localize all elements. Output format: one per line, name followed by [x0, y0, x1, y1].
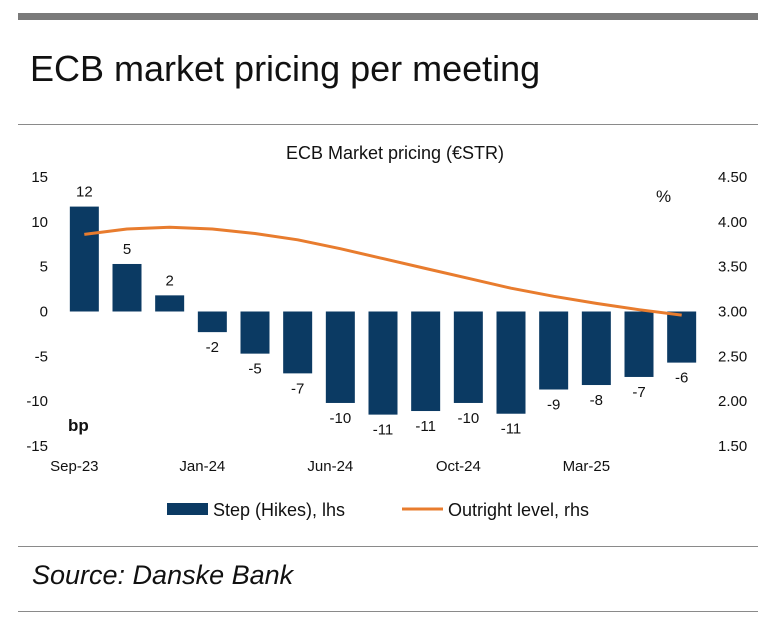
- bar-data-labels: 12 5 2 -2 -5 -7 -10 -11 -11 -10 -11 -9 -8 -7 -6: [76, 184, 688, 439]
- x-tick-label: Mar-25: [563, 458, 611, 475]
- bar-data-label: -7: [291, 380, 304, 397]
- bar-data-label: -5: [248, 361, 261, 378]
- bar-data-label: 12: [76, 184, 93, 201]
- bar-data-label: -10: [329, 410, 351, 427]
- left-tick-label: -5: [35, 348, 48, 365]
- x-axis: Sep-23 Jan-24 Jun-24 Oct-24 Mar-25: [50, 458, 610, 475]
- bar: [325, 311, 355, 403]
- x-tick-label: Jan-24: [179, 458, 225, 475]
- bar-data-label: 5: [123, 241, 131, 258]
- right-tick-label: 2.50: [718, 348, 747, 365]
- chart: ECB Market pricing (€STR) 15 10 5 0 -5 -10 -15…: [26, 143, 747, 520]
- legend: Step (Hikes), lhs Outright level, rhs: [167, 500, 589, 520]
- page-title: ECB market pricing per meeting: [30, 48, 541, 89]
- bar-data-label: -11: [501, 421, 522, 438]
- bar-data-label: -2: [206, 339, 219, 356]
- bar-data-label: -11: [415, 418, 436, 435]
- x-tick-label: Sep-23: [50, 458, 98, 475]
- right-tick-label: 3.50: [718, 259, 747, 276]
- bar: [368, 311, 398, 415]
- right-tick-label: 2.00: [718, 393, 747, 410]
- left-tick-label: 5: [40, 259, 48, 276]
- left-tick-label: -10: [26, 393, 48, 410]
- bar-data-label: -9: [547, 397, 560, 414]
- x-tick-label: Jun-24: [307, 458, 353, 475]
- bar-data-label: -10: [457, 410, 479, 427]
- right-tick-label: 3.00: [718, 304, 747, 321]
- bar: [283, 311, 313, 374]
- bar: [539, 311, 569, 390]
- left-tick-label: 15: [31, 169, 48, 186]
- left-tick-label: 10: [31, 214, 48, 231]
- legend-bar-swatch: [167, 503, 208, 515]
- right-tick-label: 1.50: [718, 438, 747, 455]
- bar: [624, 311, 654, 377]
- bar: [240, 311, 270, 354]
- bar-data-label: -6: [675, 370, 688, 387]
- bar: [453, 311, 483, 403]
- footer-divider: [18, 546, 758, 547]
- bar: [197, 311, 227, 333]
- right-unit-label: %: [656, 187, 671, 206]
- bar-data-label: 2: [165, 272, 173, 289]
- bar-data-label: -7: [632, 384, 645, 401]
- header-divider: [18, 124, 758, 125]
- bar: [667, 311, 697, 363]
- bar: [411, 311, 441, 412]
- x-tick-label: Oct-24: [436, 458, 481, 475]
- left-axis: 15 10 5 0 -5 -10 -15: [26, 169, 48, 455]
- outright-level-line: [84, 225, 682, 317]
- chart-title: ECB Market pricing (€STR): [286, 143, 504, 163]
- legend-line-label: Outright level, rhs: [448, 500, 589, 520]
- legend-bar-label: Step (Hikes), lhs: [213, 500, 345, 520]
- bar-series: [69, 206, 697, 415]
- right-tick-label: 4.50: [718, 169, 747, 186]
- bar: [69, 206, 99, 312]
- left-tick-label: -15: [26, 438, 48, 455]
- bar-data-label: -11: [373, 422, 394, 439]
- source-note: Source: Danske Bank: [32, 560, 294, 590]
- bar: [155, 295, 185, 312]
- bar-data-label: -8: [590, 392, 603, 409]
- bottom-rule: [18, 611, 758, 612]
- left-unit-label: bp: [68, 416, 89, 435]
- bar: [112, 263, 142, 312]
- bar: [496, 311, 526, 414]
- top-rule: [18, 13, 758, 20]
- bar: [581, 311, 611, 386]
- right-tick-label: 4.00: [718, 214, 747, 231]
- left-tick-label: 0: [40, 304, 48, 321]
- right-axis: 4.50 4.00 3.50 3.00 2.50 2.00 1.50: [718, 169, 747, 455]
